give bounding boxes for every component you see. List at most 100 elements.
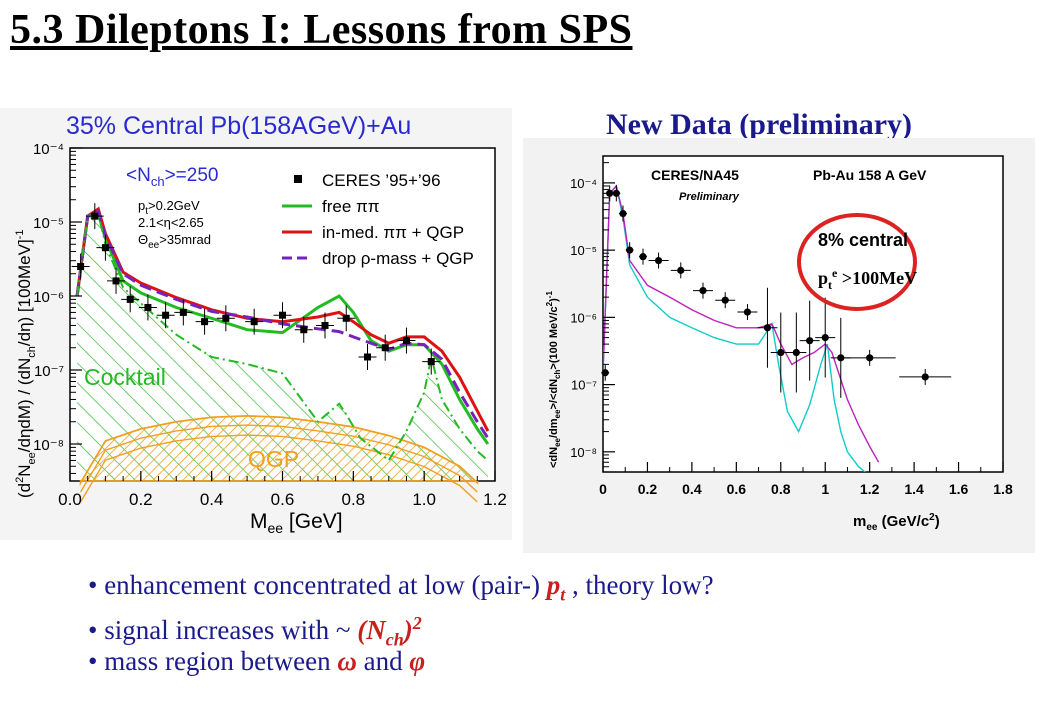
slide-title: 5.3 Dileptons I: Lessons from SPS [10, 7, 633, 53]
bullet-list: • enhancement concentrated at low (pair-… [88, 566, 714, 680]
right-data-point [815, 297, 836, 378]
right-chart: 0 0.2 0.4 0.6 0.8 1 1.2 1.4 1.6 1.8 10⁻⁸ 10⁻⁷ 10⁻⁶ 10… [523, 138, 1035, 553]
right-x-label: mee (GeV/c2) [853, 512, 940, 533]
left-data-point [174, 299, 193, 326]
central-annotation-line2: pte >100MeV [818, 266, 917, 292]
right-y-tick-label: 10⁻⁵ [570, 243, 597, 258]
right-data-point [737, 304, 758, 321]
right-data-point [899, 368, 952, 385]
right-x-tick-label: 0.4 [682, 481, 702, 497]
left-data-point [397, 327, 416, 354]
left-data-point [316, 312, 334, 339]
right-data-point [799, 300, 820, 381]
legend-label: drop ρ-mass + QGP [322, 249, 474, 268]
left-data-point [156, 302, 175, 329]
left-series-cocktail [76, 212, 489, 462]
left-chart-title: 35% Central Pb(158AGeV)+Au [66, 112, 411, 140]
left-y-tick-label: 10⁻⁷ [34, 363, 64, 380]
right-x-tick-label: 0 [599, 481, 607, 497]
qgp-band-line-0 [80, 434, 478, 503]
left-y-tick-label: 10⁻⁸ [33, 437, 64, 454]
new-data-label: New Data (preliminary) [606, 108, 913, 141]
legend-item-free: free ππ [282, 197, 379, 216]
left-x-tick-label: 0.6 [271, 490, 295, 509]
right-y-tick-label: 10⁻⁸ [570, 445, 597, 460]
right-x-tick-label: 1.4 [904, 481, 924, 497]
left-data-point [85, 203, 104, 230]
central-circle [797, 213, 917, 311]
right-data-point [619, 205, 627, 222]
left-y-tick-label: 10⁻⁶ [33, 289, 64, 306]
central-annotation-line1: 8% central [818, 230, 908, 250]
left-legend: CERES ’95+’96 free ππ in-med. ππ + QGP drop… [282, 171, 474, 268]
cocktail-hatch [77, 213, 488, 482]
right-data-point [612, 185, 621, 202]
left-x-tick-label: 1.0 [412, 490, 436, 509]
left-x-tick-label: 1.2 [483, 490, 507, 509]
right-chart-title: CERES/NA45 [651, 167, 739, 183]
right-data-point [639, 248, 647, 265]
right-y-tick-label: 10⁻⁴ [570, 176, 597, 191]
left-series-drop-mass-qgp [75, 209, 490, 439]
left-data-point [138, 294, 157, 321]
left-x-tick-label: 0.2 [129, 490, 153, 509]
left-y-tick-label: 10⁻⁵ [33, 215, 64, 232]
annot-cocktail: Cocktail [84, 364, 166, 390]
right-data-point [830, 317, 851, 398]
left-data-point [273, 302, 292, 329]
left-data-point [107, 267, 126, 294]
left-data-point [195, 308, 214, 335]
right-x-tick-label: 1.6 [949, 481, 969, 497]
right-series-magenta [603, 184, 880, 463]
left-chart: 35% Central Pb(158AGeV)+Au 0.0 0.2 0.4 0.6 0… [0, 108, 512, 540]
annot-nch: <Nch>=250 [126, 165, 218, 189]
right-chart-subtitle: Preliminary [679, 191, 740, 203]
right-y-tick-label: 10⁻⁷ [571, 378, 597, 393]
left-data-point [245, 308, 264, 335]
annot-qgp: QGP [248, 446, 299, 472]
right-x-tick-label: 1 [821, 481, 829, 497]
right-x-tick-label: 0.8 [771, 481, 791, 497]
right-data-point [715, 292, 736, 309]
right-x-tick-label: 1.2 [860, 481, 880, 497]
right-chart-label-right: Pb-Au 158 A GeV [813, 167, 927, 183]
qgp-band-line-1 [80, 424, 478, 493]
right-data-point [843, 349, 896, 366]
right-data-point [757, 287, 778, 368]
left-data-point [337, 305, 356, 332]
legend-label: in-med. ππ + QGP [322, 223, 464, 242]
right-y-tick-label: 10⁻⁶ [570, 310, 597, 325]
bullet-1: • enhancement concentrated at low (pair-… [88, 570, 714, 605]
left-data-point [376, 334, 395, 361]
legend-item-drop-mass-qgp: drop ρ-mass + QGP [282, 249, 474, 268]
left-data-point [121, 286, 140, 313]
right-data-point [648, 252, 669, 269]
right-x-tick-label: 0.6 [727, 481, 747, 497]
right-x-tick-label: 1.8 [993, 481, 1013, 497]
bullet-3: • mass region between ω and φ [88, 646, 426, 676]
right-data-point [625, 242, 634, 259]
bullet-2: • signal increases with ~ (Nch)2 [88, 613, 422, 650]
left-data-point [96, 234, 115, 261]
left-data-point [216, 305, 235, 332]
right-data-point [601, 364, 610, 381]
right-data-point [693, 282, 713, 299]
qgp-band [79, 414, 479, 486]
left-x-tick-label: 0.0 [58, 490, 82, 509]
left-data-point [422, 348, 441, 375]
legend-label: CERES ’95+’96 [322, 171, 441, 190]
right-plot-frame [602, 155, 1004, 473]
annot-pt: pt>0.2GeV [138, 198, 200, 217]
left-data-point [71, 253, 90, 280]
left-x-tick-label: 0.8 [342, 490, 366, 509]
legend-label: free ππ [322, 197, 379, 216]
right-data-point [670, 262, 691, 279]
right-data-point [786, 312, 807, 393]
annot-eta: 2.1<η<2.65 [138, 215, 204, 230]
left-y-tick-label: 10⁻⁴ [33, 141, 64, 158]
left-data-point [294, 316, 313, 343]
right-y-label: <dNee/dmee>/<dNch>(100 MeV/c2)-1 [545, 291, 562, 468]
left-x-label: Mee [GeV] [250, 510, 343, 536]
legend-item-ceres-95-96: CERES ’95+’96 [294, 171, 441, 190]
left-x-tick-label: 0.4 [200, 490, 224, 509]
